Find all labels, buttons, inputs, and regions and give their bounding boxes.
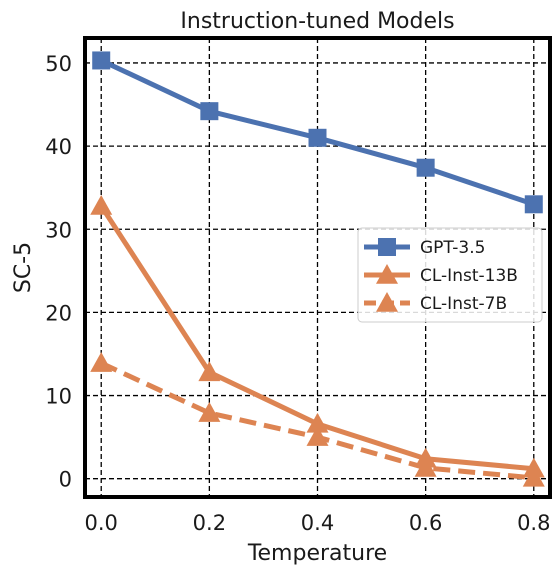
y-tick-label: 40 — [45, 135, 72, 159]
series-lines — [90, 51, 545, 487]
data-point — [306, 412, 329, 433]
legend-marker — [376, 292, 398, 312]
legend-box — [357, 227, 543, 323]
y-tick-label: 50 — [45, 52, 72, 76]
legend-marker — [376, 264, 398, 284]
y-tick-label: 10 — [45, 385, 72, 409]
legend-label: GPT-3.5 — [420, 238, 485, 258]
x-tick-label: 0.6 — [409, 511, 442, 535]
data-point — [200, 102, 219, 121]
data-point — [414, 447, 437, 468]
chart-title: Instruction-tuned Models — [180, 9, 454, 34]
legend: GPT-3.5 CL-Inst-13B CL-Inst-7B — [357, 227, 543, 323]
x-tick-label: 0.2 — [193, 511, 226, 535]
data-point — [416, 158, 435, 177]
plot-frame — [83, 36, 552, 499]
data-point — [522, 457, 545, 478]
data-point — [90, 194, 113, 215]
x-axis-label: Temperature — [247, 541, 387, 566]
x-tick-label: 0.4 — [301, 511, 334, 535]
data-point — [306, 426, 329, 446]
data-point — [90, 352, 113, 372]
tick-labels: 0.0 0.2 0.4 0.6 0.8 0 10 20 30 40 50 — [45, 52, 550, 535]
legend-item: GPT-3.5 — [364, 238, 485, 258]
data-point — [198, 361, 221, 382]
legend-marker — [378, 238, 396, 256]
y-axis-label: SC-5 — [11, 242, 36, 293]
data-point — [524, 195, 543, 214]
y-tick-label: 0 — [59, 468, 72, 492]
y-tick-label: 30 — [45, 218, 72, 242]
data-point — [92, 51, 111, 70]
legend-item: CL-Inst-13B — [364, 264, 518, 286]
legend-label: CL-Inst-7B — [420, 294, 507, 314]
x-tick-label: 0.8 — [517, 511, 550, 535]
data-point — [198, 402, 221, 422]
y-tick-label: 20 — [45, 301, 72, 325]
series-cl-inst-13b — [90, 194, 545, 478]
legend-item: CL-Inst-7B — [364, 292, 507, 314]
series-gpt-3-5 — [92, 51, 543, 214]
data-point — [308, 128, 327, 147]
legend-label: CL-Inst-13B — [420, 266, 518, 286]
x-tick-label: 0.0 — [85, 511, 118, 535]
